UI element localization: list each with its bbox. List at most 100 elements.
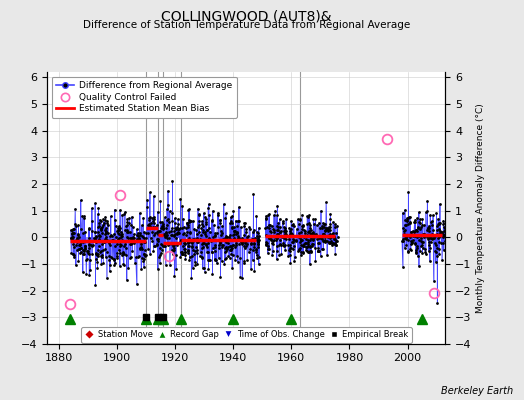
Point bbox=[415, 232, 423, 239]
Point bbox=[182, 224, 190, 231]
Point bbox=[101, 230, 110, 237]
Point bbox=[162, 229, 170, 236]
Point bbox=[294, 221, 303, 228]
Point bbox=[186, 229, 194, 236]
Point bbox=[269, 227, 278, 233]
Point bbox=[79, 230, 87, 236]
Point bbox=[439, 240, 447, 246]
Point bbox=[96, 249, 104, 256]
Text: COLLINGWOOD (AUT8)&: COLLINGWOOD (AUT8)& bbox=[161, 10, 332, 24]
Point bbox=[149, 248, 158, 254]
Point bbox=[240, 242, 248, 249]
Point bbox=[314, 240, 323, 246]
Point bbox=[427, 235, 435, 242]
Point bbox=[169, 248, 178, 254]
Point bbox=[80, 247, 89, 254]
Point bbox=[433, 230, 442, 237]
Point bbox=[163, 202, 172, 208]
Point bbox=[130, 260, 139, 266]
Point bbox=[116, 242, 124, 249]
Point bbox=[80, 246, 89, 252]
Point bbox=[176, 240, 184, 247]
Legend: Station Move, Record Gap, Time of Obs. Change, Empirical Break: Station Move, Record Gap, Time of Obs. C… bbox=[81, 327, 411, 342]
Point bbox=[275, 252, 283, 258]
Point bbox=[119, 242, 128, 249]
Point bbox=[158, 242, 167, 248]
Point bbox=[86, 238, 95, 244]
Point bbox=[204, 266, 213, 272]
Point bbox=[191, 262, 200, 268]
Point bbox=[249, 241, 258, 247]
Point bbox=[82, 257, 90, 263]
Point bbox=[187, 239, 195, 245]
Point bbox=[418, 239, 427, 245]
Point bbox=[181, 249, 189, 256]
Point bbox=[226, 242, 235, 249]
Point bbox=[243, 236, 252, 242]
Point bbox=[418, 249, 427, 256]
Point bbox=[91, 229, 100, 236]
Point bbox=[101, 236, 110, 242]
Point bbox=[305, 225, 314, 232]
Point bbox=[310, 230, 318, 237]
Point bbox=[139, 258, 148, 264]
Point bbox=[198, 218, 206, 224]
Point bbox=[126, 229, 135, 235]
Point bbox=[294, 216, 302, 222]
Point bbox=[84, 248, 93, 254]
Point bbox=[226, 246, 235, 253]
Point bbox=[172, 234, 180, 241]
Point bbox=[94, 204, 103, 211]
Point bbox=[306, 233, 314, 240]
Point bbox=[165, 219, 173, 225]
Point bbox=[69, 226, 78, 232]
Point bbox=[237, 224, 245, 230]
Point bbox=[408, 240, 417, 246]
Point bbox=[170, 227, 178, 234]
Point bbox=[428, 236, 436, 243]
Point bbox=[417, 238, 425, 244]
Point bbox=[127, 222, 135, 228]
Point bbox=[89, 242, 97, 248]
Point bbox=[202, 241, 210, 248]
Point bbox=[123, 276, 131, 283]
Point bbox=[236, 254, 245, 261]
Point bbox=[401, 207, 409, 213]
Point bbox=[400, 222, 409, 228]
Point bbox=[304, 214, 312, 220]
Point bbox=[240, 258, 248, 264]
Point bbox=[241, 220, 249, 226]
Point bbox=[329, 232, 337, 238]
Point bbox=[308, 229, 316, 236]
Point bbox=[295, 234, 303, 240]
Point bbox=[286, 228, 294, 235]
Point bbox=[289, 222, 298, 229]
Point bbox=[412, 247, 420, 253]
Point bbox=[200, 240, 209, 246]
Point bbox=[247, 266, 255, 272]
Point bbox=[138, 246, 146, 252]
Point bbox=[81, 243, 89, 249]
Point bbox=[250, 227, 258, 234]
Point bbox=[160, 243, 169, 250]
Point bbox=[223, 246, 231, 252]
Point bbox=[178, 249, 187, 255]
Point bbox=[198, 254, 206, 261]
Point bbox=[119, 262, 128, 268]
Point bbox=[98, 240, 106, 247]
Point bbox=[220, 260, 228, 267]
Point bbox=[153, 241, 161, 247]
Point bbox=[181, 241, 190, 248]
Point bbox=[326, 210, 334, 217]
Point bbox=[143, 197, 151, 204]
Point bbox=[73, 247, 82, 253]
Point bbox=[241, 220, 249, 226]
Point bbox=[100, 239, 108, 246]
Point bbox=[105, 240, 114, 246]
Point bbox=[414, 253, 422, 260]
Point bbox=[324, 232, 332, 239]
Point bbox=[110, 256, 118, 262]
Point bbox=[311, 231, 319, 238]
Point bbox=[407, 229, 415, 236]
Point bbox=[286, 242, 294, 248]
